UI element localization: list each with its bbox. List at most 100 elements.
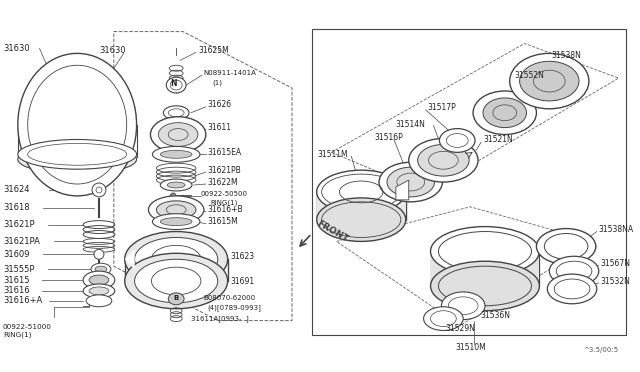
Text: (1): (1) [212,80,223,86]
Ellipse shape [166,77,186,93]
Ellipse shape [409,138,478,182]
Ellipse shape [473,91,536,135]
Text: 31616: 31616 [3,286,29,295]
Circle shape [92,183,106,197]
Ellipse shape [418,144,469,176]
Ellipse shape [167,182,185,188]
Text: N: N [170,78,177,87]
Ellipse shape [86,295,112,307]
Ellipse shape [125,253,228,309]
Ellipse shape [520,61,579,101]
Ellipse shape [125,231,228,287]
Ellipse shape [431,227,540,276]
Text: 31510M: 31510M [455,343,486,352]
Text: N08911-1401A: N08911-1401A [203,70,256,76]
Text: 31611A[0993-  ]: 31611A[0993- ] [191,315,249,322]
Text: 00922-50500: 00922-50500 [201,191,248,197]
Text: 31609: 31609 [3,250,29,259]
Text: 31616+B: 31616+B [208,205,243,214]
Text: 31621PB: 31621PB [208,166,241,175]
Text: RING(1): RING(1) [3,331,31,338]
Text: 31552N: 31552N [515,71,545,80]
Text: 31536N: 31536N [480,311,510,320]
Ellipse shape [150,117,206,153]
Text: 31555P: 31555P [3,264,35,274]
Text: B: B [173,295,179,301]
Ellipse shape [317,170,406,214]
Text: 31615EA: 31615EA [208,148,242,157]
Circle shape [94,249,104,259]
Text: 31621PA: 31621PA [3,237,40,246]
Text: 31567N: 31567N [601,259,631,268]
Text: 00922-51000: 00922-51000 [3,324,52,330]
Polygon shape [396,180,409,200]
Ellipse shape [134,237,218,281]
Ellipse shape [549,256,599,286]
Ellipse shape [536,228,596,264]
Text: 31622M: 31622M [208,177,239,186]
Text: 31621P: 31621P [3,220,35,229]
Text: RING(1): RING(1) [211,199,238,206]
Ellipse shape [89,287,109,295]
Bar [317,192,406,219]
Ellipse shape [483,98,527,128]
Ellipse shape [161,150,192,158]
Text: 31630: 31630 [99,46,125,55]
Text: 31691: 31691 [230,276,255,286]
Text: 31615: 31615 [3,276,29,285]
Ellipse shape [379,162,442,202]
Text: B08070-62000: B08070-62000 [203,295,255,301]
Polygon shape [125,249,134,269]
Text: FRONT: FRONT [315,219,349,244]
Ellipse shape [440,129,475,153]
Ellipse shape [89,275,109,285]
Text: 31538N: 31538N [551,51,581,60]
Text: ^3.5/00:5: ^3.5/00:5 [584,347,619,353]
Ellipse shape [158,123,198,147]
Text: 31623: 31623 [230,252,255,261]
Ellipse shape [161,218,192,225]
Ellipse shape [83,271,115,289]
Text: 31616+A: 31616+A [3,296,42,305]
Ellipse shape [161,179,192,191]
Ellipse shape [509,53,589,109]
Ellipse shape [547,274,597,304]
Circle shape [170,193,176,199]
Ellipse shape [134,259,218,303]
Text: 31521N: 31521N [483,135,513,144]
Ellipse shape [163,106,189,120]
Ellipse shape [152,147,200,162]
Ellipse shape [387,167,435,197]
Ellipse shape [168,293,184,305]
Text: 31511M: 31511M [317,150,348,159]
Text: 31630: 31630 [3,44,29,53]
Text: 31615M: 31615M [208,217,239,226]
Ellipse shape [18,140,136,169]
Bar [431,251,540,286]
Ellipse shape [83,284,115,298]
Ellipse shape [18,53,136,196]
Ellipse shape [18,144,136,174]
Text: 31618: 31618 [3,203,29,212]
Text: 31611: 31611 [208,123,232,132]
Ellipse shape [95,266,107,272]
Ellipse shape [156,201,196,219]
Ellipse shape [91,263,111,275]
Text: 31516P: 31516P [374,133,403,142]
Ellipse shape [442,292,485,320]
Text: 31538NA: 31538NA [599,225,634,234]
Ellipse shape [431,261,540,311]
Ellipse shape [148,196,204,224]
Text: 31529N: 31529N [445,324,476,333]
Ellipse shape [424,307,463,330]
Text: 31625M: 31625M [198,46,228,55]
Text: 31626: 31626 [208,100,232,109]
Text: 31624: 31624 [3,186,29,195]
Text: 31514N: 31514N [396,120,426,129]
Ellipse shape [317,198,406,241]
Ellipse shape [152,214,200,230]
Text: (4)[0789-0993]: (4)[0789-0993] [208,304,262,311]
Text: 31517P: 31517P [428,103,456,112]
Bar [312,29,627,336]
Text: 31532N: 31532N [601,276,630,286]
